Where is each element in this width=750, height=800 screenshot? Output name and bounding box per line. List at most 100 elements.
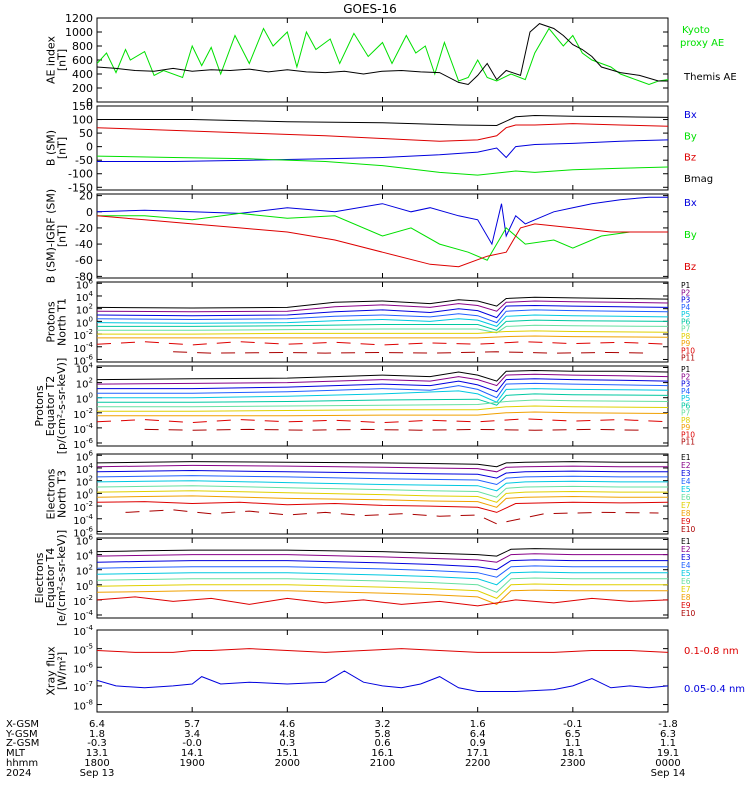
y-axis-label: Xray flux	[45, 646, 58, 696]
y-tick-label: 0	[86, 96, 93, 109]
y-tick-label: 200	[72, 82, 93, 95]
panel-frame	[96, 629, 669, 713]
legend-label: By	[684, 131, 697, 142]
series-line-p3	[97, 378, 668, 393]
y-axis-label: B (SM)	[45, 130, 58, 166]
y-tick-exponent: -7	[86, 680, 93, 688]
y-tick-exponent: -2	[86, 500, 93, 508]
y-tick-label: -150	[68, 181, 93, 194]
y-tick-exponent: -4	[86, 609, 94, 617]
series-line-p2	[97, 300, 668, 313]
legend-label: Bx	[684, 198, 697, 209]
y-axis-label: North T3	[56, 470, 69, 518]
ephemeris-value: 0.6	[375, 738, 391, 749]
series-line-p10	[97, 418, 668, 424]
legend-label: P10	[681, 430, 695, 439]
legend-label: P7	[681, 409, 691, 418]
ephemeris-value: 6.5	[565, 729, 581, 740]
series-line-e5	[97, 571, 668, 586]
y-tick-exponent: 0	[89, 392, 93, 400]
series-line-p10	[97, 341, 668, 346]
ephemeris-value: 13.1	[86, 748, 108, 759]
y-tick-label: 10-2	[73, 594, 93, 608]
legend-label: By	[684, 230, 697, 241]
ephemeris-value: 0000	[655, 758, 680, 769]
y-tick-label: -100	[68, 168, 93, 181]
legend-label: P1	[681, 281, 691, 290]
y-tick-label: 102	[76, 377, 93, 391]
ephemeris-value: 0.3	[279, 738, 295, 749]
series-line-e2	[97, 553, 668, 563]
series-line-e2	[97, 464, 668, 473]
panel-frame	[96, 105, 669, 191]
legend-label: E1	[681, 453, 691, 462]
y-tick-label: -60	[75, 254, 93, 267]
legend-label: P2	[681, 288, 691, 297]
series-line-e6	[97, 485, 668, 498]
legend-label: E7	[681, 585, 691, 594]
y-tick-exponent: -8	[86, 699, 93, 707]
series-line-p5	[97, 314, 668, 327]
series-line-e3	[97, 469, 668, 479]
legend-label: E6	[681, 493, 691, 502]
series-line-p4	[97, 309, 668, 324]
y-axis-label: Protons	[45, 301, 58, 342]
ephemeris-value: -0.0	[182, 738, 202, 749]
legend-label: P9	[681, 339, 691, 348]
series-line-p2	[97, 373, 668, 387]
series-line-p1	[97, 369, 668, 382]
figure-title: GOES-16	[343, 2, 397, 16]
legend-label: P4	[681, 387, 691, 396]
y-tick-exponent: -2	[86, 594, 93, 602]
y-tick-label: 1200	[65, 12, 93, 25]
y-tick-exponent: -6	[86, 525, 94, 533]
ephemeris-row-label: Y-GSM	[5, 729, 38, 740]
ephemeris-value: 18.1	[562, 748, 584, 759]
legend-label: E10	[681, 609, 696, 618]
ephemeris-value: 6.3	[660, 729, 676, 740]
panel-bigrf: 20 0 -20 -40 -60 -80 B (SM)-IGRF (SM)[nT] Bx By B…	[45, 189, 697, 284]
ephemeris-value: -0.3	[87, 738, 107, 749]
legend-label: E5	[681, 569, 691, 578]
ephemeris-value: 0.9	[470, 738, 486, 749]
y-tick-label: 10-7	[73, 680, 93, 694]
y-tick-label: 100	[76, 579, 93, 593]
series-line-0-05-0-4-nm	[97, 670, 668, 692]
ephemeris-row-label: X-GSM	[6, 719, 39, 730]
y-tick-exponent: 4	[89, 362, 94, 370]
ephemeris-value: 1800	[84, 758, 109, 769]
legend-label: Kyoto	[682, 25, 710, 36]
series-line-e4	[97, 475, 668, 486]
y-tick-exponent: -6	[86, 661, 94, 669]
y-tick-exponent: -5	[86, 643, 93, 651]
y-tick-label: 10-4	[73, 422, 93, 436]
series-line-by	[97, 155, 668, 176]
y-axis-label: Equator T2	[44, 376, 57, 436]
ephemeris-value: 16.1	[371, 748, 393, 759]
y-tick-label: 10-2	[73, 407, 93, 421]
ephemeris-value: 1900	[179, 758, 204, 769]
ephemeris-value: 17.1	[467, 748, 489, 759]
legend-label: P3	[681, 296, 691, 305]
legend-label: P6	[681, 317, 691, 326]
legend-label: E2	[681, 545, 691, 554]
series-line-e1	[97, 548, 668, 557]
series-line-e1	[97, 461, 668, 468]
y-tick-label: 106	[76, 534, 94, 548]
ephemeris-value: Sep 14	[651, 768, 686, 779]
series-line-p8	[97, 405, 668, 412]
series-line-e7	[97, 490, 668, 503]
y-tick-exponent: 4	[89, 549, 94, 557]
y-axis-label: [e/(cm²-s-sr-keV)]	[55, 530, 68, 626]
legend-label: Themis AE	[683, 72, 737, 83]
series-line-p11	[173, 351, 650, 354]
y-axis-label: [p/(cm²-s-sr-keV)]	[55, 358, 68, 455]
legend-label: E4	[681, 477, 691, 486]
series-line-0-1-0-8-nm	[97, 648, 668, 653]
legend-label: E1	[681, 537, 691, 546]
ephemeris-value: 2300	[560, 758, 585, 769]
legend-label: E4	[681, 561, 691, 570]
